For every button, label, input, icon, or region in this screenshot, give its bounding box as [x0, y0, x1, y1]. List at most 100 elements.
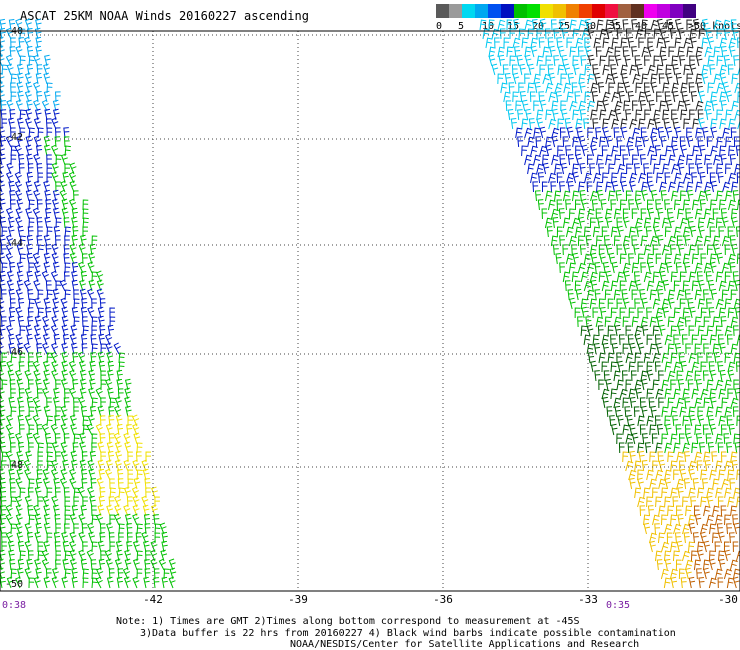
wind-barb: [607, 298, 614, 310]
wind-barb: [73, 496, 79, 508]
wind-barb: [700, 307, 707, 319]
wind-barb: [46, 352, 53, 364]
wind-barb: [80, 405, 88, 418]
wind-barb: [697, 487, 704, 499]
wind-barb: [25, 450, 33, 463]
wind-barb: [559, 127, 566, 139]
wind-barb: [655, 496, 662, 508]
wind-barb: [10, 568, 17, 580]
wind-barb: [602, 118, 609, 130]
wind-barb: [80, 234, 87, 247]
wind-barb: [78, 513, 86, 526]
wind-barb: [606, 406, 613, 418]
wind-barb: [706, 406, 714, 418]
wind-barb: [0, 468, 5, 481]
wind-barb: [19, 28, 26, 40]
wind-barb: [86, 423, 94, 436]
wind-barb: [485, 37, 493, 49]
wind-barb: [692, 118, 700, 130]
wind-barb: [88, 468, 96, 481]
wind-barb: [153, 514, 160, 526]
wind-barb: [109, 397, 116, 409]
wind-barb: [637, 469, 644, 481]
wind-barb: [535, 136, 542, 148]
wind-barb: [706, 325, 714, 337]
wind-barb: [81, 523, 88, 535]
wind-barb: [55, 379, 61, 391]
legend-label: 35: [609, 21, 622, 32]
wind-barb: [27, 316, 34, 328]
wind-barb: [16, 261, 24, 274]
wind-barb: [100, 343, 107, 355]
wind-barb: [55, 181, 61, 193]
wind-barb: [587, 127, 593, 139]
wind-barb: [82, 415, 89, 427]
wind-barb: [14, 189, 23, 202]
wind-barb: [124, 558, 132, 571]
wind-barb: [628, 423, 636, 436]
wind-barb: [104, 549, 112, 562]
wind-barb: [132, 414, 140, 427]
wind-barb: [705, 27, 712, 40]
wind-barb: [631, 432, 639, 445]
wind-barb: [25, 108, 33, 121]
wind-barb: [581, 144, 589, 157]
wind-barb: [605, 73, 614, 85]
wind-barb: [539, 126, 547, 139]
wind-barb: [672, 63, 679, 76]
wind-barb: [626, 414, 633, 427]
wind-barb: [636, 225, 643, 238]
wind-barb: [43, 90, 51, 103]
wind-barb: [52, 297, 60, 310]
wind-barb: [60, 441, 68, 454]
wind-barb: [658, 478, 666, 490]
wind-barb: [100, 550, 106, 562]
wind-barb: [6, 360, 14, 373]
footer-note-2: 3)Data buffer is 22 hrs from 20160227 4)…: [140, 628, 676, 639]
wind-barb: [34, 513, 42, 526]
wind-barb: [90, 352, 97, 364]
wind-barb: [672, 117, 679, 130]
wind-barb: [82, 541, 88, 553]
wind-barb: [689, 414, 696, 427]
wind-barb: [694, 397, 703, 409]
wind-barb: [60, 414, 68, 427]
wind-barb: [37, 496, 43, 508]
wind-barb: [69, 369, 77, 382]
wind-barb: [16, 135, 24, 148]
map-frame: [0, 30, 740, 592]
wind-barb: [660, 54, 667, 67]
wind-barb: [17, 90, 24, 103]
wind-barb: [667, 316, 675, 328]
wind-barb: [643, 271, 652, 283]
wind-barb: [727, 307, 735, 319]
wind-barb: [727, 226, 734, 238]
wind-barb: [579, 244, 586, 256]
wind-barb: [7, 369, 15, 382]
wind-barb: [68, 360, 77, 373]
wind-barb: [575, 118, 583, 130]
wind-barb: [126, 523, 133, 535]
wind-barb: [52, 567, 59, 580]
wind-barb: [51, 360, 59, 373]
wind-barb: [666, 18, 673, 31]
wind-barb: [100, 451, 106, 463]
wind-barb: [106, 522, 113, 535]
wind-barb: [8, 307, 16, 319]
wind-barb: [620, 126, 628, 139]
wind-barb: [710, 396, 717, 409]
wind-barb: [54, 127, 61, 139]
wind-barb: [79, 279, 86, 292]
wind-barb: [664, 423, 672, 436]
wind-barb: [698, 442, 706, 454]
wind-barb: [652, 352, 661, 364]
legend-swatch: [488, 4, 501, 18]
wind-barb: [728, 37, 737, 49]
wind-barb: [36, 163, 43, 175]
wind-barb: [641, 324, 649, 337]
wind-barb: [619, 307, 626, 319]
wind-barb: [667, 289, 675, 301]
wind-barb: [704, 46, 713, 58]
wind-barb: [60, 450, 68, 463]
legend-swatch: [618, 4, 631, 18]
